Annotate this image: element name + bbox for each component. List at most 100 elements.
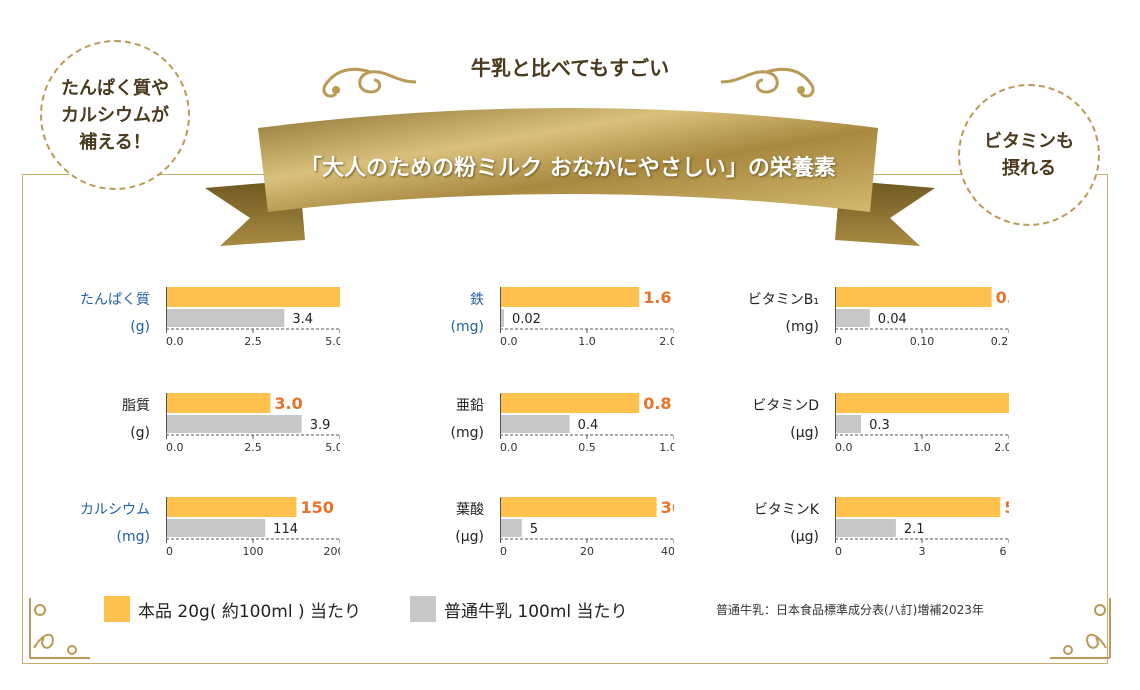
milk-swatch — [410, 596, 436, 622]
milk-bar — [500, 519, 522, 537]
product-bar — [166, 497, 297, 517]
nutrient-label: ビタミンD (μg) — [752, 393, 819, 447]
chart-zinc: 亜鉛 (mg) 0.8 0.4 0.0 0.5 1.0 — [334, 393, 674, 478]
milk-bar — [835, 519, 896, 537]
tick-label: 1.0 — [578, 335, 596, 348]
bar-plot: 5.03.40.02.55.0 — [166, 287, 340, 348]
nutrient-unit: (mg) — [116, 529, 150, 545]
tick-label: 0 — [835, 545, 842, 558]
nutrient-name: ビタミンK — [753, 502, 819, 518]
product-bar — [500, 287, 640, 307]
tick-label: 0.10 — [910, 335, 935, 348]
corner-ornament-icon — [29, 598, 90, 659]
milk-bar — [500, 415, 570, 433]
tick-label: 2.0 — [659, 335, 674, 348]
nutrient-unit: (μg) — [790, 425, 819, 441]
nutrient-name: 葉酸 — [456, 502, 484, 518]
nutrient-unit: (μg) — [790, 529, 819, 545]
tick-label: 0 — [835, 335, 842, 348]
chart-vitamin-b1: ビタミンB₁ (mg) 0.18 0.04 0 0.10 0.20 — [669, 287, 1009, 372]
nutrient-label: カルシウム (mg) — [80, 497, 150, 551]
product-value-label: 3.0 — [274, 394, 302, 413]
tick-label: 2.0 — [994, 441, 1009, 454]
product-bar — [835, 393, 1009, 413]
legend-milk: 普通牛乳 100ml 当たり — [410, 596, 628, 622]
tick-label: 0 — [500, 545, 507, 558]
product-value-label: 0.18 — [996, 288, 1009, 307]
nutrient-unit: (mg) — [785, 319, 819, 335]
nutrient-unit: (μg) — [455, 529, 484, 545]
milk-bar — [166, 309, 285, 327]
milk-value-label: 3.4 — [292, 312, 313, 327]
tick-label: 0.5 — [578, 441, 596, 454]
milk-bar — [500, 309, 504, 327]
nutrient-name: カルシウム — [80, 502, 150, 518]
nutrient-label: ビタミンB₁ (mg) — [748, 287, 819, 341]
chart-protein: たんぱく質(g) 5.03.40.02.55.0 — [0, 287, 340, 372]
tick-label: 0.0 — [500, 335, 518, 348]
nutrient-label: ビタミンK (μg) — [754, 497, 819, 551]
protein-calcium-badge: たんぱく質や カルシウムが 補える！ — [40, 40, 190, 190]
product-value-label: 150 — [301, 498, 334, 517]
bar-plot: 2.00.30.01.02.0 — [835, 393, 1009, 454]
nutrient-unit: (g) — [130, 319, 150, 335]
product-value-label: 1.6 — [643, 288, 671, 307]
milk-bar — [166, 519, 266, 537]
nutrient-name: ビタミンD — [752, 398, 819, 414]
vitamin-badge: ビタミンも 摂れる — [958, 84, 1100, 226]
bar-plot: 3.0 3.9 0.0 2.5 5.0 — [166, 393, 340, 454]
chart-iron: 鉄 (mg) 1.6 0.02 0.0 1.0 2.0 — [334, 287, 674, 372]
tick-label: 0 — [166, 545, 173, 558]
chart-fat: 脂質 (g) 3.0 3.9 0.0 2.5 5.0 — [0, 393, 340, 478]
legend-product-label: 本品 20g( 約100ml ) 当たり — [138, 601, 362, 622]
nutrient-name: 鉄 — [470, 292, 484, 308]
legend-product: 本品 20g( 約100ml ) 当たり — [104, 596, 361, 622]
nutrient-label: たんぱく質 (g) — [80, 287, 150, 341]
bar-plot: 36 5 0 20 40 — [500, 497, 674, 558]
nutrient-name: ビタミンB₁ — [747, 292, 819, 308]
left-flourish-icon — [322, 67, 417, 98]
tick-label: 40 — [661, 545, 674, 558]
nutrient-label: 鉄 (mg) — [451, 287, 484, 341]
bar-plot: 5.7 2.1 0 3 6 — [835, 497, 1009, 558]
tick-label: 1.0 — [659, 441, 674, 454]
milk-value-label: 0.02 — [512, 312, 541, 327]
tick-label: 0.0 — [166, 441, 184, 454]
product-swatch — [104, 596, 130, 622]
tick-label: 6 — [1000, 545, 1007, 558]
milk-value-label: 0.04 — [878, 312, 907, 327]
milk-value-label: 114 — [273, 522, 298, 537]
product-bar — [166, 287, 340, 307]
tick-label: 200 — [324, 545, 341, 558]
nutrient-unit: (mg) — [450, 425, 484, 441]
tick-label: 5.0 — [325, 441, 340, 454]
legend-milk-label: 普通牛乳 100ml 当たり — [444, 601, 628, 622]
product-bar — [500, 497, 657, 517]
corner-ornament-icon — [1050, 598, 1111, 659]
tick-label: 0.0 — [835, 441, 853, 454]
nutrient-label: 葉酸 (μg) — [455, 497, 484, 551]
tick-label: 5.0 — [325, 335, 340, 348]
tick-label: 0.20 — [991, 335, 1009, 348]
tick-label: 2.5 — [244, 441, 262, 454]
product-bar — [166, 393, 271, 413]
product-bar — [835, 287, 992, 307]
tick-label: 0.0 — [500, 441, 518, 454]
product-bar — [500, 393, 640, 413]
source-note: 普通牛乳：日本食品標準成分表(八訂)増補2023年 — [716, 603, 984, 617]
product-bar — [835, 497, 1001, 517]
tick-label: 3 — [919, 545, 926, 558]
bar-plot: 0.8 0.4 0.0 0.5 1.0 — [500, 393, 674, 454]
tick-label: 0.0 — [166, 335, 184, 348]
tick-label: 2.5 — [244, 335, 262, 348]
milk-bar — [835, 415, 862, 433]
milk-value-label: 5 — [530, 522, 538, 537]
ribbon-title: 「大人のための粉ミルク おなかにやさしい」の栄養素 — [300, 155, 836, 181]
milk-value-label: 3.9 — [310, 418, 331, 433]
nutrient-unit: (mg) — [450, 319, 484, 335]
chart-vitamin-d: ビタミンD (μg) 2.00.30.01.02.0 — [669, 393, 1009, 478]
nutrient-unit: (g) — [130, 425, 150, 441]
nutrient-name: たんぱく質 — [80, 292, 150, 308]
